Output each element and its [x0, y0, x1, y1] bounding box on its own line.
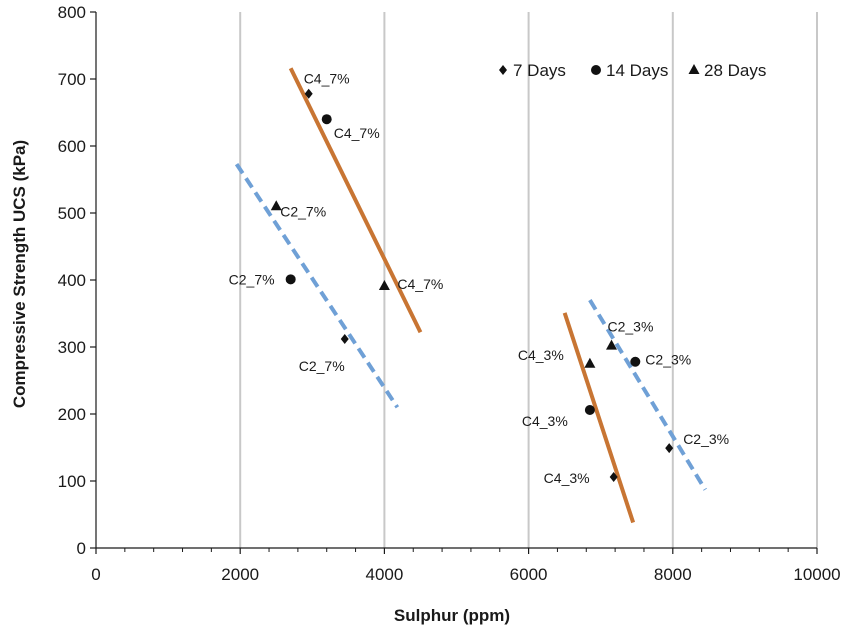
trend-lines	[234, 67, 707, 524]
legend-label: 7 Days	[513, 61, 566, 80]
trend-line-solid	[288, 67, 423, 334]
y-axis-title: Compressive Strength UCS (kPa)	[10, 140, 29, 408]
diamond-point	[665, 443, 674, 454]
legend-label: 14 Days	[606, 61, 668, 80]
legend: 7 Days 14 Days 28 Days	[499, 61, 766, 80]
point-label: C4_3%	[544, 470, 590, 486]
circle-point	[321, 114, 332, 125]
diamond-point	[340, 333, 349, 344]
x-tick-label: 2000	[221, 565, 259, 584]
point-label: C2_7%	[299, 358, 345, 374]
legend-circle-icon	[591, 65, 601, 75]
x-tick-label: 10000	[793, 565, 840, 584]
legend-diamond-icon	[499, 65, 507, 75]
x-axis-title: Sulphur (ppm)	[394, 606, 510, 625]
y-tick-label: 100	[58, 472, 86, 491]
y-tick-label: 500	[58, 204, 86, 223]
y-tick-label: 300	[58, 338, 86, 357]
circle-point	[630, 356, 641, 367]
point-label: C2_7%	[280, 203, 326, 219]
x-tick-label: 4000	[365, 565, 403, 584]
trend-line-dashed	[588, 299, 707, 491]
point-label: C4_7%	[397, 276, 443, 292]
point-label: C4_7%	[304, 71, 350, 87]
y-tick-label: 200	[58, 405, 86, 424]
triangle-point	[378, 280, 390, 291]
point-label: C2_3%	[683, 431, 729, 447]
point-label: C4_3%	[522, 413, 568, 429]
legend-label: 28 Days	[704, 61, 766, 80]
data-points	[270, 88, 674, 482]
y-tick-label: 800	[58, 3, 86, 22]
circle-point	[584, 404, 595, 415]
y-tick-label: 400	[58, 271, 86, 290]
x-tick-label: 0	[91, 565, 100, 584]
grid-lines	[239, 12, 818, 548]
y-tick-label: 600	[58, 137, 86, 156]
triangle-point	[270, 200, 282, 211]
point-label: C4_7%	[334, 125, 380, 141]
circle-point	[285, 274, 296, 285]
trend-line-solid	[562, 312, 636, 524]
x-tick-label: 8000	[654, 565, 692, 584]
y-tick-label: 0	[77, 539, 86, 558]
legend-triangle-icon	[688, 64, 700, 74]
point-label: C2_7%	[229, 271, 275, 287]
point-labels: C4_7% C2_7% C4_3% C2_3% C4_7% C2_7% C4_3% C2_3%…	[229, 71, 729, 486]
trend-line-dashed	[234, 162, 400, 409]
y-tick-label: 700	[58, 70, 86, 89]
x-tick-label: 6000	[510, 565, 548, 584]
diamond-point	[304, 88, 313, 99]
triangle-point	[584, 357, 596, 368]
diamond-point	[609, 471, 618, 482]
point-label: C2_3%	[608, 319, 654, 335]
point-label: C2_3%	[645, 352, 691, 368]
triangle-point	[606, 339, 618, 350]
point-label: C4_3%	[518, 347, 564, 363]
